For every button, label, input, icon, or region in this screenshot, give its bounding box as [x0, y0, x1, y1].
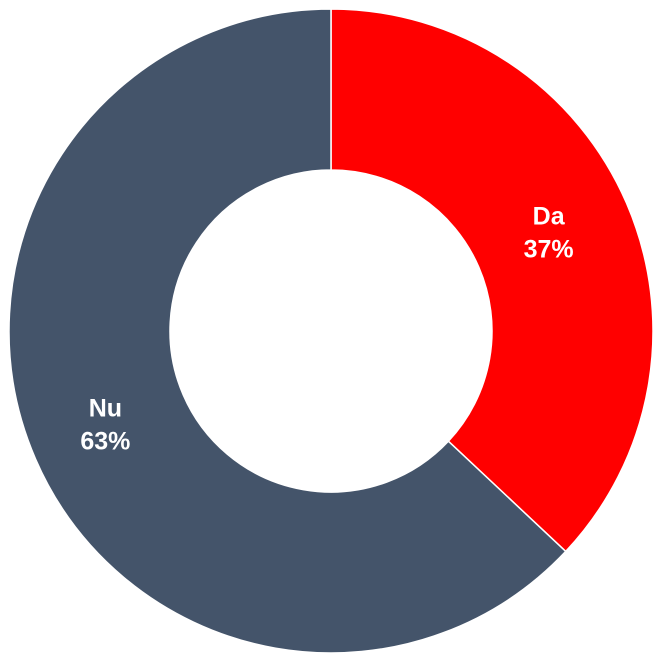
donut-slice [8, 8, 567, 654]
category-label: Nu [89, 395, 122, 423]
value-label: 63% [80, 428, 130, 456]
donut-slice [330, 8, 654, 553]
category-label: Da [533, 203, 566, 231]
value-label: 37% [524, 236, 574, 264]
